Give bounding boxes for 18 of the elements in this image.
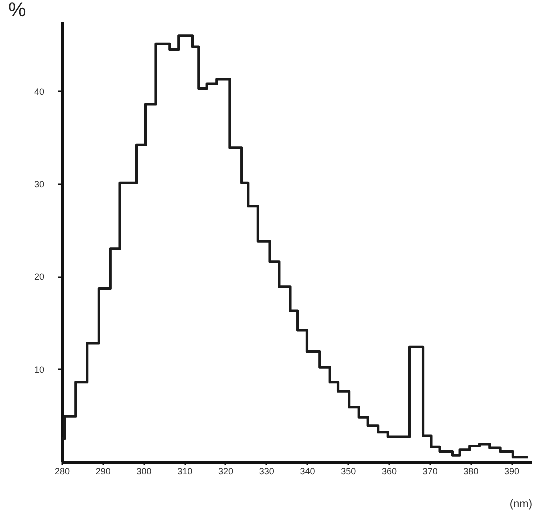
y-tick-label: 20 — [34, 272, 44, 282]
x-tick-label: 310 — [178, 466, 193, 476]
x-tick-label: 390 — [504, 466, 520, 476]
y-tick-label: 10 — [34, 364, 44, 375]
x-tick-label: 290 — [96, 466, 111, 476]
y-axis-title: % — [8, 0, 26, 22]
x-tick-label: 370 — [422, 466, 438, 476]
x-tick-label: 320 — [218, 466, 234, 476]
x-tick-label: 280 — [54, 466, 70, 476]
y-tick-label: 40 — [34, 86, 44, 97]
x-tick-label: 350 — [341, 466, 356, 476]
x-tick-label: 330 — [259, 466, 274, 476]
x-axis-title: (nm) — [510, 498, 532, 510]
x-tick-label: 300 — [136, 466, 152, 476]
x-tick-label: 380 — [464, 466, 479, 476]
x-tick-label: 340 — [300, 466, 316, 476]
y-tick-label: 30 — [34, 180, 44, 190]
x-tick-label: 360 — [382, 466, 397, 476]
